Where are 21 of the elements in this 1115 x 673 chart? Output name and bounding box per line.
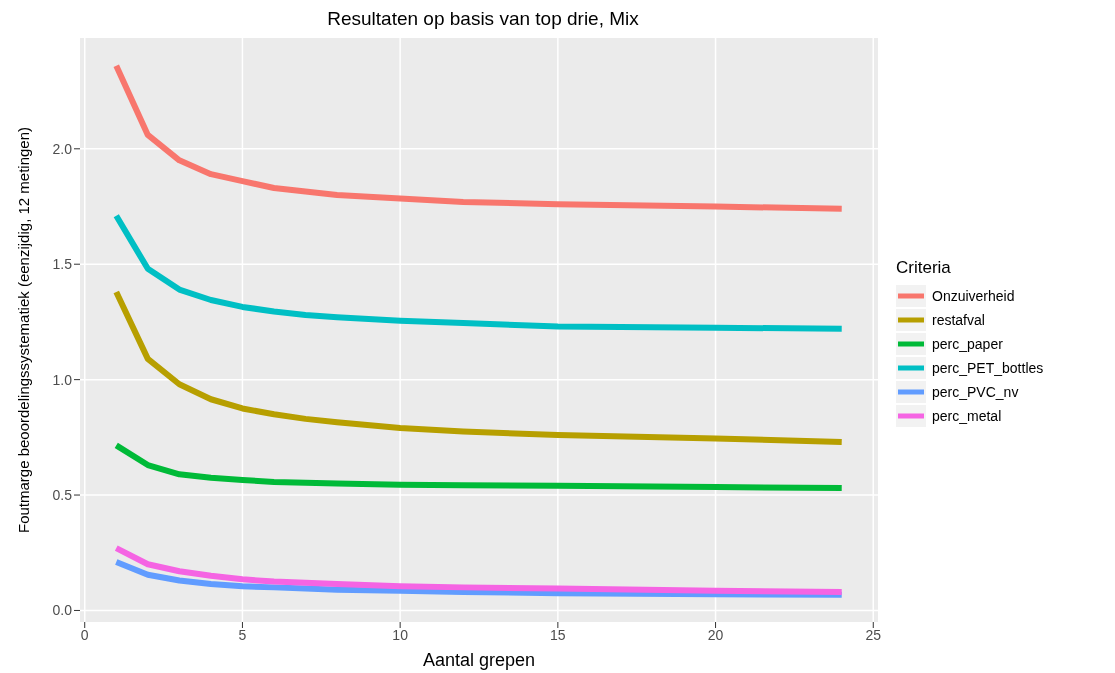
legend-label: perc_PET_bottles [932, 360, 1044, 376]
x-tick-label: 15 [550, 626, 566, 643]
legend-title: Criteria [896, 258, 952, 278]
x-tick-label: 20 [707, 626, 724, 643]
y-tick-label: 0.0 [52, 602, 73, 619]
x-tick-label: 25 [865, 626, 882, 643]
y-tick-label: 1.5 [52, 256, 73, 273]
x-tick-label: 0 [80, 626, 89, 643]
x-tick-label: 10 [392, 626, 409, 643]
legend-label: perc_metal [932, 408, 1002, 424]
x-axis-title: Aantal grepen [422, 650, 536, 670]
y-tick-label: 0.5 [52, 487, 73, 504]
legend-label: perc_paper [932, 336, 1003, 352]
legend-label: Onzuiverheid [932, 288, 1015, 304]
y-axis-title: Foutmarge beoordelingssystematiek (eenzijdig, 12 metingen) [15, 126, 33, 534]
y-tick-label: 1.0 [52, 371, 73, 388]
x-tick-label: 5 [238, 626, 247, 643]
legend-label: restafval [932, 312, 985, 328]
legend-label: perc_PVC_nv [932, 384, 1019, 400]
chart-title: Resultaten op basis van top drie, Mix [326, 8, 640, 31]
y-tick-label: 2.0 [52, 140, 73, 157]
